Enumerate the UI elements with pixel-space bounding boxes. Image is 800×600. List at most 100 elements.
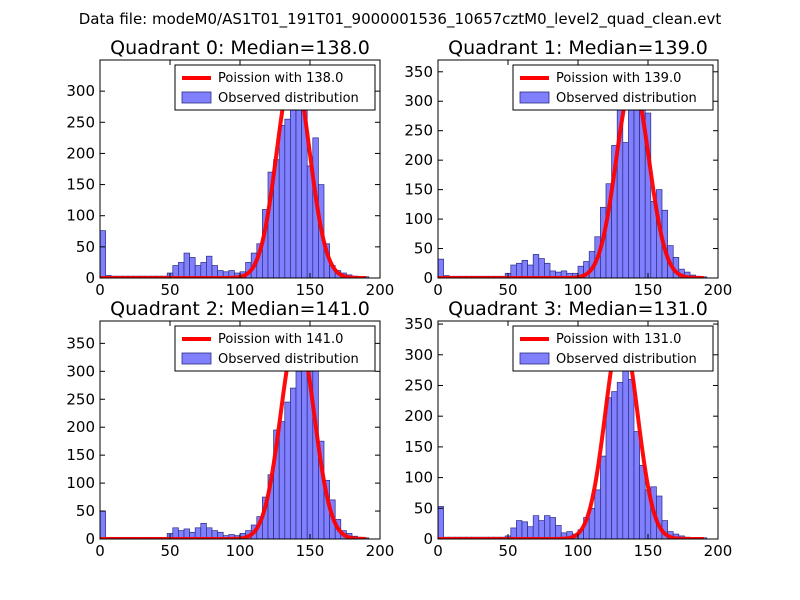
y-tick-label: 300 — [404, 92, 433, 110]
y-tick-label: 150 — [66, 446, 95, 464]
x-tick-label: 50 — [160, 542, 179, 560]
y-tick-label: 250 — [404, 376, 433, 394]
y-tick-label: 50 — [414, 240, 433, 258]
y-tick-label: 100 — [404, 469, 433, 487]
legend-bar-swatch — [519, 91, 550, 104]
quadrant-3-panel: Quadrant 3: Median=131.0 0 50 100 150 200 0 50 1… — [404, 298, 732, 560]
quadrant-0-legend: Poission with 138.0 Observed distribution — [174, 64, 376, 111]
histogram-bar — [438, 506, 444, 539]
histogram-bar — [284, 118, 291, 278]
histogram-bar — [538, 258, 545, 278]
y-tick-label: 150 — [404, 438, 433, 456]
quadrant-1-title: Quadrant 1: Median=139.0 — [448, 37, 708, 59]
y-tick-label: 0 — [423, 269, 433, 287]
histogram-bar — [600, 455, 607, 539]
legend-bar-swatch — [519, 352, 550, 365]
y-tick-label: 150 — [404, 181, 433, 199]
poisson-fit-line — [438, 81, 704, 278]
histogram-bar — [189, 257, 196, 278]
y-tick-label: 350 — [404, 63, 433, 81]
histogram-bar — [605, 397, 612, 539]
legend-line-label: Poission with 131.0 — [556, 332, 681, 347]
poisson-fit-line — [438, 327, 704, 539]
legend-bar-label: Observed distribution — [556, 91, 697, 106]
quadrant-1-plot-area — [438, 71, 708, 278]
histogram-bar — [200, 522, 207, 539]
x-tick-label: 100 — [226, 281, 255, 299]
histogram-bar — [438, 258, 444, 278]
x-tick-label: 50 — [160, 281, 179, 299]
histogram-bar — [628, 86, 635, 278]
histogram-bar — [100, 510, 106, 539]
x-tick-label: 0 — [95, 281, 105, 299]
quadrant-3-legend: Poission with 131.0 Observed distribution — [512, 325, 714, 372]
y-tick-label: 150 — [66, 176, 95, 194]
histogram-bar — [644, 112, 652, 278]
histogram-bar — [284, 401, 291, 539]
histogram-bar — [295, 370, 302, 539]
x-tick-label: 0 — [95, 542, 105, 560]
legend-line-label: Poission with 141.0 — [218, 332, 343, 347]
x-tick-label: 100 — [226, 542, 255, 560]
legend-bar-swatch — [181, 352, 212, 365]
histogram-bar — [616, 382, 624, 539]
histogram-bar — [183, 252, 190, 278]
histogram-bar — [532, 254, 540, 278]
x-tick-label: 50 — [498, 542, 517, 560]
x-tick-label: 200 — [366, 542, 395, 560]
x-tick-label: 150 — [634, 281, 663, 299]
histogram-bar — [521, 259, 528, 278]
histogram-bar — [295, 81, 302, 278]
histogram-bar — [532, 515, 540, 539]
histogram-bar — [628, 378, 635, 539]
y-tick-label: 300 — [66, 82, 95, 100]
quadrant-2-panel: Quadrant 2: Median=141.0 0 50 100 150 200 0 50 1… — [66, 298, 394, 560]
histogram-bar — [549, 517, 556, 539]
histogram-bar — [622, 348, 629, 539]
legend-line-label: Poission with 139.0 — [556, 71, 681, 86]
histogram-bar — [544, 262, 551, 278]
legend-bar-label: Observed distribution — [218, 352, 359, 367]
y-tick-label: 200 — [404, 407, 433, 425]
x-tick-label: 200 — [366, 281, 395, 299]
y-tick-label: 50 — [414, 499, 433, 517]
figure-title: Data file: modeM0/AS1T01_191T01_90000015… — [79, 10, 722, 29]
x-tick-label: 150 — [296, 281, 325, 299]
y-tick-label: 300 — [66, 362, 95, 380]
y-tick-label: 50 — [76, 502, 95, 520]
quadrant-3-title: Quadrant 3: Median=131.0 — [448, 298, 708, 320]
y-tick-label: 100 — [404, 210, 433, 228]
histogram-bar — [290, 387, 297, 539]
histogram-bar — [301, 345, 308, 539]
histogram-bar — [538, 520, 545, 539]
y-tick-label: 100 — [66, 474, 95, 492]
histogram-bar — [278, 421, 286, 539]
y-tick-label: 300 — [404, 346, 433, 364]
histogram-bar — [178, 262, 185, 278]
x-tick-label: 100 — [564, 542, 593, 560]
histogram-bar — [544, 515, 551, 539]
x-tick-label: 100 — [564, 281, 593, 299]
y-tick-label: 100 — [66, 207, 95, 225]
x-tick-label: 150 — [296, 542, 325, 560]
histogram-bar — [633, 431, 640, 539]
quadrant-3-plot-area — [438, 327, 708, 539]
quadrant-2-title: Quadrant 2: Median=141.0 — [110, 298, 370, 320]
y-tick-label: 250 — [66, 113, 95, 131]
quadrant-2-legend: Poission with 141.0 Observed distribution — [174, 325, 376, 372]
y-tick-label: 0 — [85, 269, 95, 287]
legend-line-label: Poission with 138.0 — [218, 71, 343, 86]
y-tick-label: 0 — [85, 530, 95, 548]
histogram-bar — [290, 93, 297, 278]
legend-bar-label: Observed distribution — [218, 91, 359, 106]
quadrant-0-title: Quadrant 0: Median=138.0 — [110, 37, 370, 59]
histogram-bar — [516, 262, 523, 278]
x-tick-label: 200 — [704, 542, 733, 560]
histogram-bar — [622, 142, 629, 278]
y-tick-label: 250 — [66, 390, 95, 408]
histogram-bar — [594, 489, 601, 539]
histogram-bar — [100, 230, 106, 278]
legend-bar-label: Observed distribution — [556, 352, 697, 367]
x-tick-label: 50 — [498, 281, 517, 299]
